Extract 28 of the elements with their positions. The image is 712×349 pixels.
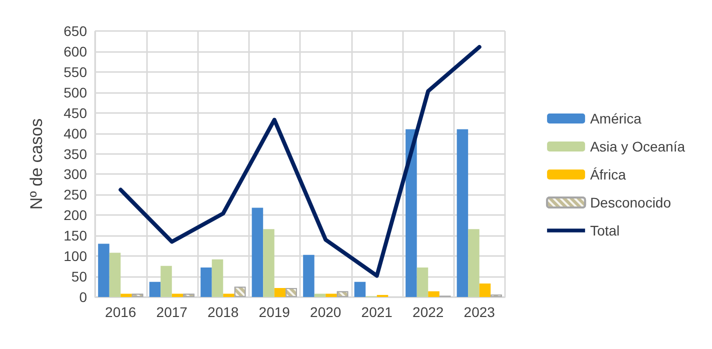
y-tick-label: 350 bbox=[64, 146, 88, 162]
y-tick-label: 400 bbox=[64, 125, 88, 142]
legend-label: Total bbox=[590, 222, 620, 238]
x-tick-label: 2018 bbox=[208, 304, 239, 320]
x-tick-label: 2017 bbox=[156, 304, 188, 320]
y-axis-title: Nº de casos bbox=[27, 118, 46, 210]
y-tick-label: 100 bbox=[64, 248, 88, 264]
x-tick-label: 2022 bbox=[412, 304, 444, 320]
legend-label: Asia y Oceanía bbox=[590, 138, 686, 154]
y-tick-label: 600 bbox=[64, 43, 88, 60]
legend-label: Desconocido bbox=[590, 194, 672, 210]
y-tick-label: 200 bbox=[64, 207, 88, 224]
y-tick-label: 0 bbox=[79, 289, 88, 305]
y-tick-label: 650 bbox=[64, 23, 88, 39]
y-tick-label: 300 bbox=[64, 166, 88, 182]
y-tick-label: 550 bbox=[64, 64, 88, 80]
y-tick-label: 250 bbox=[64, 186, 88, 203]
x-tick-label: 2016 bbox=[105, 304, 136, 320]
x-tick-label: 2023 bbox=[464, 304, 496, 320]
x-tick-label: 2019 bbox=[258, 304, 290, 320]
y-tick-label: 450 bbox=[64, 104, 88, 121]
x-tick-label: 2021 bbox=[361, 304, 393, 320]
y-tick-label: 50 bbox=[71, 268, 88, 285]
legend-label: África bbox=[590, 166, 626, 182]
x-tick-label: 2020 bbox=[310, 304, 342, 320]
legend-label: América bbox=[590, 110, 642, 126]
y-tick-label: 150 bbox=[64, 228, 88, 244]
y-tick-label: 500 bbox=[64, 84, 88, 100]
